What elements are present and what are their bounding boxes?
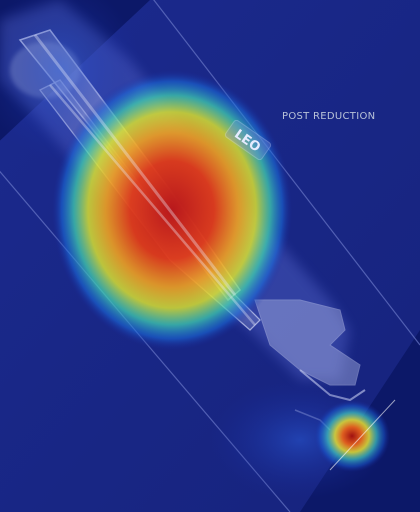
heatmap-faint-upper	[0, 0, 140, 160]
side-marker-icon: LEO	[224, 120, 272, 160]
image-caption: POST REDUCTION	[282, 111, 376, 122]
heatmap-primary	[52, 70, 292, 350]
hand	[254, 299, 361, 386]
bone-overlay	[33, 34, 256, 326]
heatmap-secondary	[314, 400, 390, 472]
edge-highlight	[329, 399, 396, 471]
